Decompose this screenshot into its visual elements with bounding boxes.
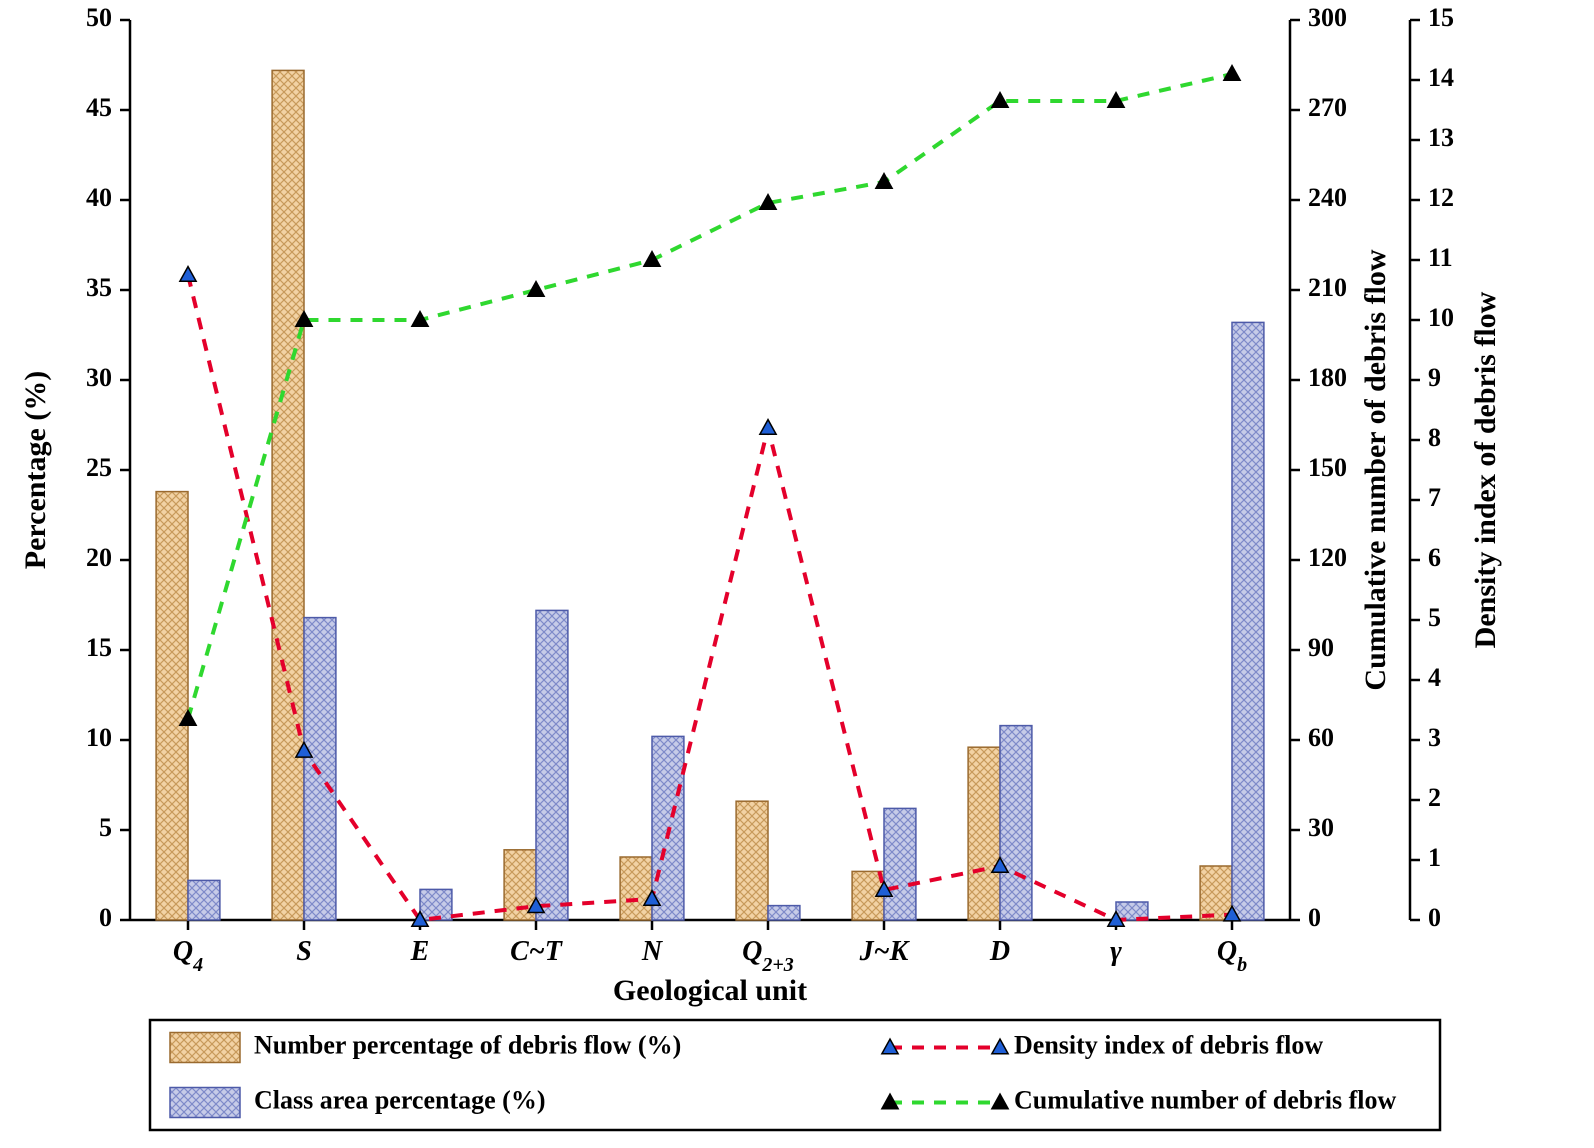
- svg-text:14: 14: [1428, 63, 1454, 92]
- svg-text:30: 30: [86, 363, 112, 392]
- bar-area_pct: [536, 610, 568, 920]
- svg-text:Number percentage of debris fl: Number percentage of debris flow (%): [254, 1030, 681, 1059]
- svg-text:10: 10: [86, 723, 112, 752]
- chart-svg: 05101520253035404550Percentage (%)030609…: [0, 0, 1594, 1148]
- svg-text:Q2+3: Q2+3: [742, 936, 794, 976]
- svg-text:0: 0: [1428, 903, 1441, 932]
- svg-text:300: 300: [1308, 3, 1347, 32]
- bar-area_pct: [420, 889, 452, 920]
- svg-text:10: 10: [1428, 303, 1454, 332]
- svg-text:C~T: C~T: [510, 936, 564, 967]
- bar-number_pct: [620, 857, 652, 920]
- bar-area_pct: [768, 906, 800, 920]
- svg-text:270: 270: [1308, 93, 1347, 122]
- svg-text:60: 60: [1308, 723, 1334, 752]
- svg-text:210: 210: [1308, 273, 1347, 302]
- bar-number_pct: [156, 492, 188, 920]
- bar-number_pct: [736, 801, 768, 920]
- svg-text:γ: γ: [1110, 936, 1122, 967]
- bar-area_pct: [304, 618, 336, 920]
- bar-area_pct: [1000, 726, 1032, 920]
- svg-text:45: 45: [86, 93, 112, 122]
- svg-text:4: 4: [1428, 663, 1441, 692]
- svg-text:30: 30: [1308, 813, 1334, 842]
- svg-text:Percentage (%): Percentage (%): [19, 371, 52, 570]
- svg-text:40: 40: [86, 183, 112, 212]
- svg-text:15: 15: [1428, 3, 1454, 32]
- svg-text:180: 180: [1308, 363, 1347, 392]
- svg-text:25: 25: [86, 453, 112, 482]
- svg-text:11: 11: [1428, 243, 1453, 272]
- svg-text:5: 5: [1428, 603, 1441, 632]
- svg-text:20: 20: [86, 543, 112, 572]
- svg-text:120: 120: [1308, 543, 1347, 572]
- svg-text:0: 0: [99, 903, 112, 932]
- svg-text:6: 6: [1428, 543, 1441, 572]
- bar-area_pct: [1232, 322, 1264, 920]
- svg-text:Qb: Qb: [1217, 936, 1247, 976]
- svg-text:Density index of debris flow: Density index of debris flow: [1014, 1030, 1323, 1059]
- svg-text:Q4: Q4: [173, 936, 203, 976]
- svg-text:D: D: [989, 936, 1010, 967]
- bar-number_pct: [968, 747, 1000, 920]
- svg-text:12: 12: [1428, 183, 1454, 212]
- svg-text:15: 15: [86, 633, 112, 662]
- svg-text:3: 3: [1428, 723, 1441, 752]
- svg-text:13: 13: [1428, 123, 1454, 152]
- svg-text:2: 2: [1428, 783, 1441, 812]
- svg-text:N: N: [641, 936, 664, 967]
- svg-text:Cumulative number of debris fl: Cumulative number of debris flow: [1014, 1085, 1397, 1114]
- svg-text:90: 90: [1308, 633, 1334, 662]
- line-density_index: [188, 275, 1232, 920]
- line-cumulative: [188, 74, 1232, 719]
- svg-text:9: 9: [1428, 363, 1441, 392]
- svg-text:35: 35: [86, 273, 112, 302]
- bar-area_pct: [188, 880, 220, 920]
- svg-text:0: 0: [1308, 903, 1321, 932]
- svg-text:Cumulative number of debris fl: Cumulative number of debris flow: [1359, 249, 1392, 690]
- chart-container: 05101520253035404550Percentage (%)030609…: [0, 0, 1594, 1148]
- svg-text:1: 1: [1428, 843, 1441, 872]
- svg-text:7: 7: [1428, 483, 1441, 512]
- svg-text:8: 8: [1428, 423, 1441, 452]
- svg-text:Geological unit: Geological unit: [613, 974, 807, 1007]
- svg-text:Density index of debris flow: Density index of debris flow: [1469, 291, 1502, 648]
- bar-number_pct: [272, 70, 304, 920]
- svg-text:50: 50: [86, 3, 112, 32]
- svg-text:J~K: J~K: [859, 936, 911, 967]
- svg-text:Class area percentage (%): Class area percentage (%): [254, 1085, 545, 1114]
- svg-text:240: 240: [1308, 183, 1347, 212]
- svg-text:5: 5: [99, 813, 112, 842]
- bar-number_pct: [1200, 866, 1232, 920]
- svg-text:E: E: [410, 936, 430, 967]
- bar-area_pct: [884, 808, 916, 920]
- svg-text:150: 150: [1308, 453, 1347, 482]
- svg-text:S: S: [296, 936, 312, 967]
